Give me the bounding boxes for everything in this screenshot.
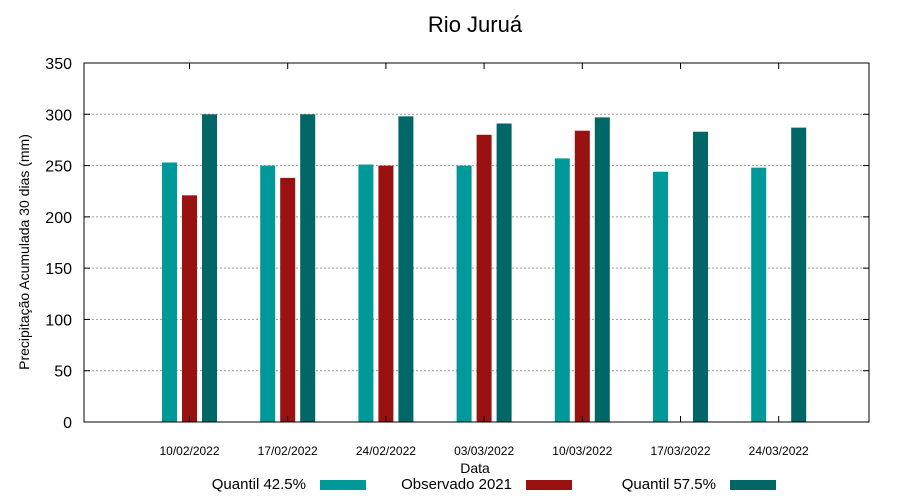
- x-tick-label: 03/03/2022: [454, 444, 514, 458]
- bar-1: [653, 171, 668, 422]
- bar-2: [378, 165, 394, 423]
- bar-1: [358, 164, 374, 422]
- bar-2: [574, 130, 590, 422]
- grid-lines: [84, 113, 869, 372]
- y-tick-label: 0: [63, 415, 72, 432]
- x-tick-label: 17/03/2022: [650, 444, 710, 458]
- x-tick-label: 10/03/2022: [552, 444, 612, 458]
- legend-swatch-2: [526, 480, 572, 490]
- chart-title: Rio Juruá: [428, 12, 523, 37]
- bar-3: [594, 117, 610, 422]
- y-tick-label: 250: [45, 159, 72, 176]
- x-tick-label: 24/02/2022: [356, 444, 416, 458]
- legend-label-3: Quantil 57.5%: [622, 476, 716, 493]
- legend-label-1: Quantil 42.5%: [212, 476, 306, 493]
- y-axis-ticks: 0 50 100 150 200 250 300 350: [45, 56, 869, 432]
- bar-1: [456, 165, 472, 423]
- x-axis-ticks: 10/02/2022 17/02/2022 24/02/2022 03/03/2022…: [159, 63, 809, 458]
- bar-1: [162, 162, 177, 422]
- y-tick-label: 350: [45, 56, 72, 73]
- bar-2: [280, 177, 296, 422]
- bar-3: [496, 123, 512, 422]
- y-tick-label: 200: [45, 210, 72, 227]
- x-tick-label: 17/02/2022: [258, 444, 318, 458]
- y-tick-label: 50: [54, 364, 72, 381]
- bar-2: [182, 195, 197, 422]
- bar-2: [476, 134, 492, 423]
- y-tick-label: 150: [45, 261, 72, 278]
- bar-1: [260, 165, 276, 423]
- bar-1: [751, 167, 767, 422]
- legend: Quantil 42.5% Observado 2021 Quantil 57.5%: [212, 476, 776, 493]
- x-tick-label: 24/03/2022: [749, 444, 809, 458]
- legend-label-2: Observado 2021: [401, 476, 512, 493]
- bar-3: [693, 131, 708, 423]
- legend-swatch-1: [320, 480, 366, 490]
- x-tick-label: 10/02/2022: [159, 444, 219, 458]
- legend-swatch-3: [730, 480, 776, 490]
- bar-3: [202, 114, 217, 423]
- y-tick-label: 300: [45, 107, 72, 124]
- bar-1: [554, 158, 570, 423]
- plot-frame: [83, 62, 870, 423]
- bars: [162, 114, 807, 423]
- bar-3: [398, 116, 414, 422]
- y-axis-label: Precipitação Acumulada 30 dias (mm): [16, 134, 32, 370]
- bar-3: [300, 114, 316, 423]
- bar-3: [791, 127, 807, 423]
- y-tick-label: 100: [45, 312, 72, 329]
- x-axis-label: Data: [460, 460, 490, 476]
